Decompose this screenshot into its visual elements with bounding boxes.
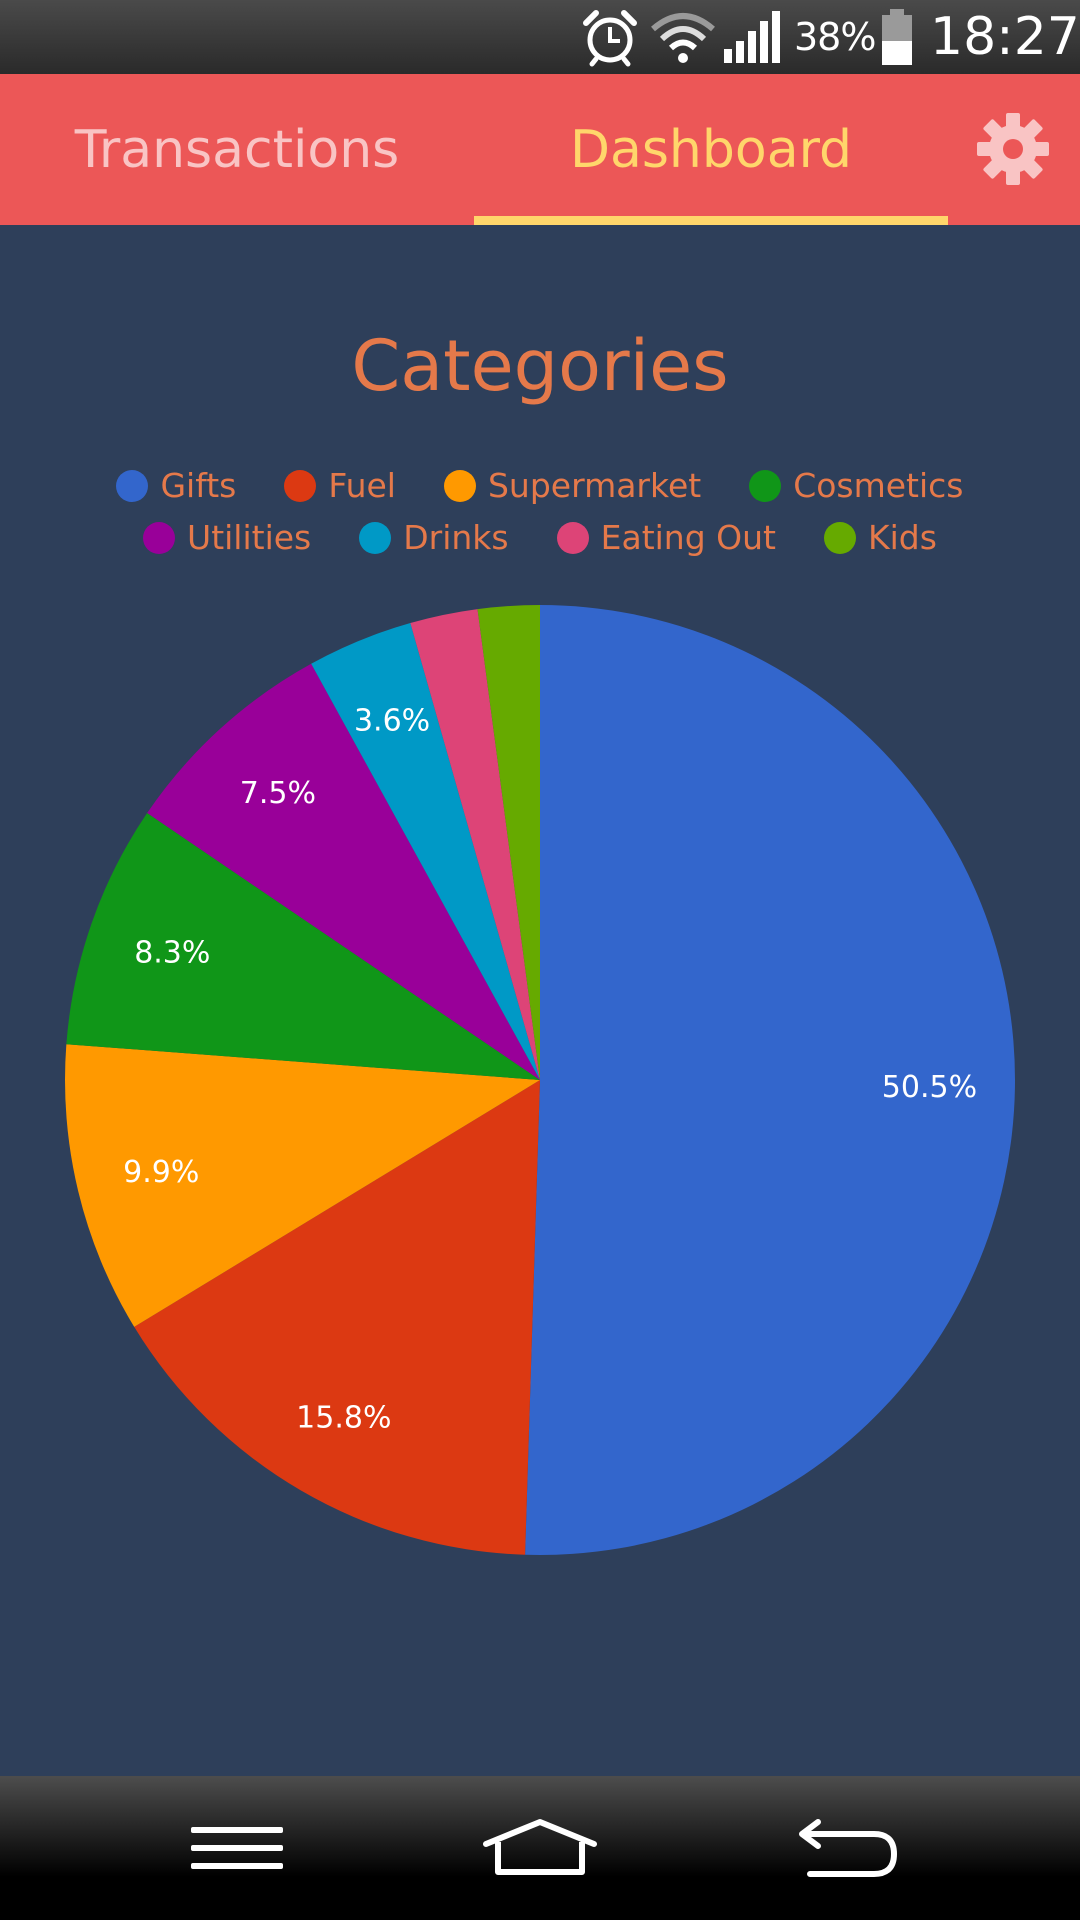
settings-button[interactable]	[968, 104, 1058, 194]
legend-label: Kids	[868, 518, 937, 557]
battery-percentage: 38%	[794, 15, 876, 59]
back-button[interactable]	[745, 1776, 945, 1920]
clock-time: 18:27	[930, 7, 1080, 67]
gear-icon	[977, 113, 1049, 185]
legend-label: Cosmetics	[793, 466, 964, 505]
legend-item-supermarket[interactable]: Supermarket	[443, 466, 702, 505]
pie-slice-fuel[interactable]	[134, 1080, 541, 1555]
legend-item-drinks[interactable]: Drinks	[359, 518, 509, 557]
pie-slice-eating-out[interactable]	[410, 609, 540, 1080]
navigation-bar	[0, 1776, 1080, 1920]
legend-label: Supermarket	[487, 466, 702, 505]
pie-slice-label: 15.8%	[296, 1400, 391, 1435]
menu-button[interactable]	[137, 1776, 337, 1920]
legend-row: Gifts Fuel Supermarket Cosmetics	[0, 466, 1080, 505]
legend-label: Drinks	[403, 518, 509, 557]
legend-dot	[359, 521, 392, 554]
alarm-icon	[580, 0, 640, 74]
legend-item-cosmetics[interactable]: Cosmetics	[749, 466, 964, 505]
status-bar: 38% 18:27	[0, 0, 1080, 74]
pie-slice-label: 50.5%	[882, 1070, 977, 1105]
legend-dot	[749, 469, 782, 502]
legend-dot	[284, 469, 317, 502]
legend-dot	[143, 521, 176, 554]
pie-chart[interactable]: 50.5% 15.8% 9.9% 8.3% 7.5% 3.6%	[0, 590, 1080, 1570]
legend-item-gifts[interactable]: Gifts	[116, 466, 236, 505]
back-icon	[799, 1819, 898, 1877]
pie-slice-label: 8.3%	[134, 936, 210, 971]
home-button[interactable]	[440, 1776, 640, 1920]
legend-dot	[443, 469, 476, 502]
battery-icon	[880, 0, 914, 74]
chart-title: Categories	[351, 325, 729, 407]
signal-icon	[722, 0, 784, 74]
legend-dot	[824, 521, 856, 554]
active-tab-indicator	[474, 216, 948, 225]
legend-item-kids[interactable]: Kids	[824, 518, 937, 557]
tab-transactions[interactable]: Transactions	[74, 119, 400, 180]
legend-item-utilities[interactable]: Utilities	[143, 518, 311, 557]
pie-slice-drinks[interactable]	[311, 623, 540, 1080]
legend-item-eating-out[interactable]: Eating Out	[556, 518, 776, 557]
pie-slice-label: 9.9%	[123, 1155, 199, 1190]
legend-item-fuel[interactable]: Fuel	[284, 466, 396, 505]
legend-dot	[556, 521, 589, 554]
pie-slice-supermarket[interactable]	[65, 1044, 540, 1327]
legend-label: Fuel	[328, 466, 396, 505]
app-bar: Transactions Dashboard	[0, 74, 1080, 225]
legend-dot	[116, 469, 149, 502]
pie-slice-label: 3.6%	[354, 704, 430, 739]
pie-slice-kids[interactable]	[477, 605, 540, 1080]
pie-slice-cosmetics[interactable]	[66, 813, 541, 1080]
pie-slice-gifts[interactable]	[525, 605, 1015, 1555]
wifi-icon	[650, 0, 716, 74]
legend-label: Utilities	[187, 518, 312, 557]
pie-slice-utilities[interactable]	[147, 663, 541, 1080]
tab-dashboard[interactable]: Dashboard	[569, 119, 853, 180]
legend-row: Utilities Drinks Eating Out Kids	[0, 518, 1080, 557]
home-icon	[483, 1819, 597, 1875]
legend-label: Gifts	[160, 466, 237, 505]
legend-label: Eating Out	[600, 518, 776, 557]
pie-slice-label: 7.5%	[240, 776, 316, 811]
menu-icon	[191, 1827, 283, 1869]
